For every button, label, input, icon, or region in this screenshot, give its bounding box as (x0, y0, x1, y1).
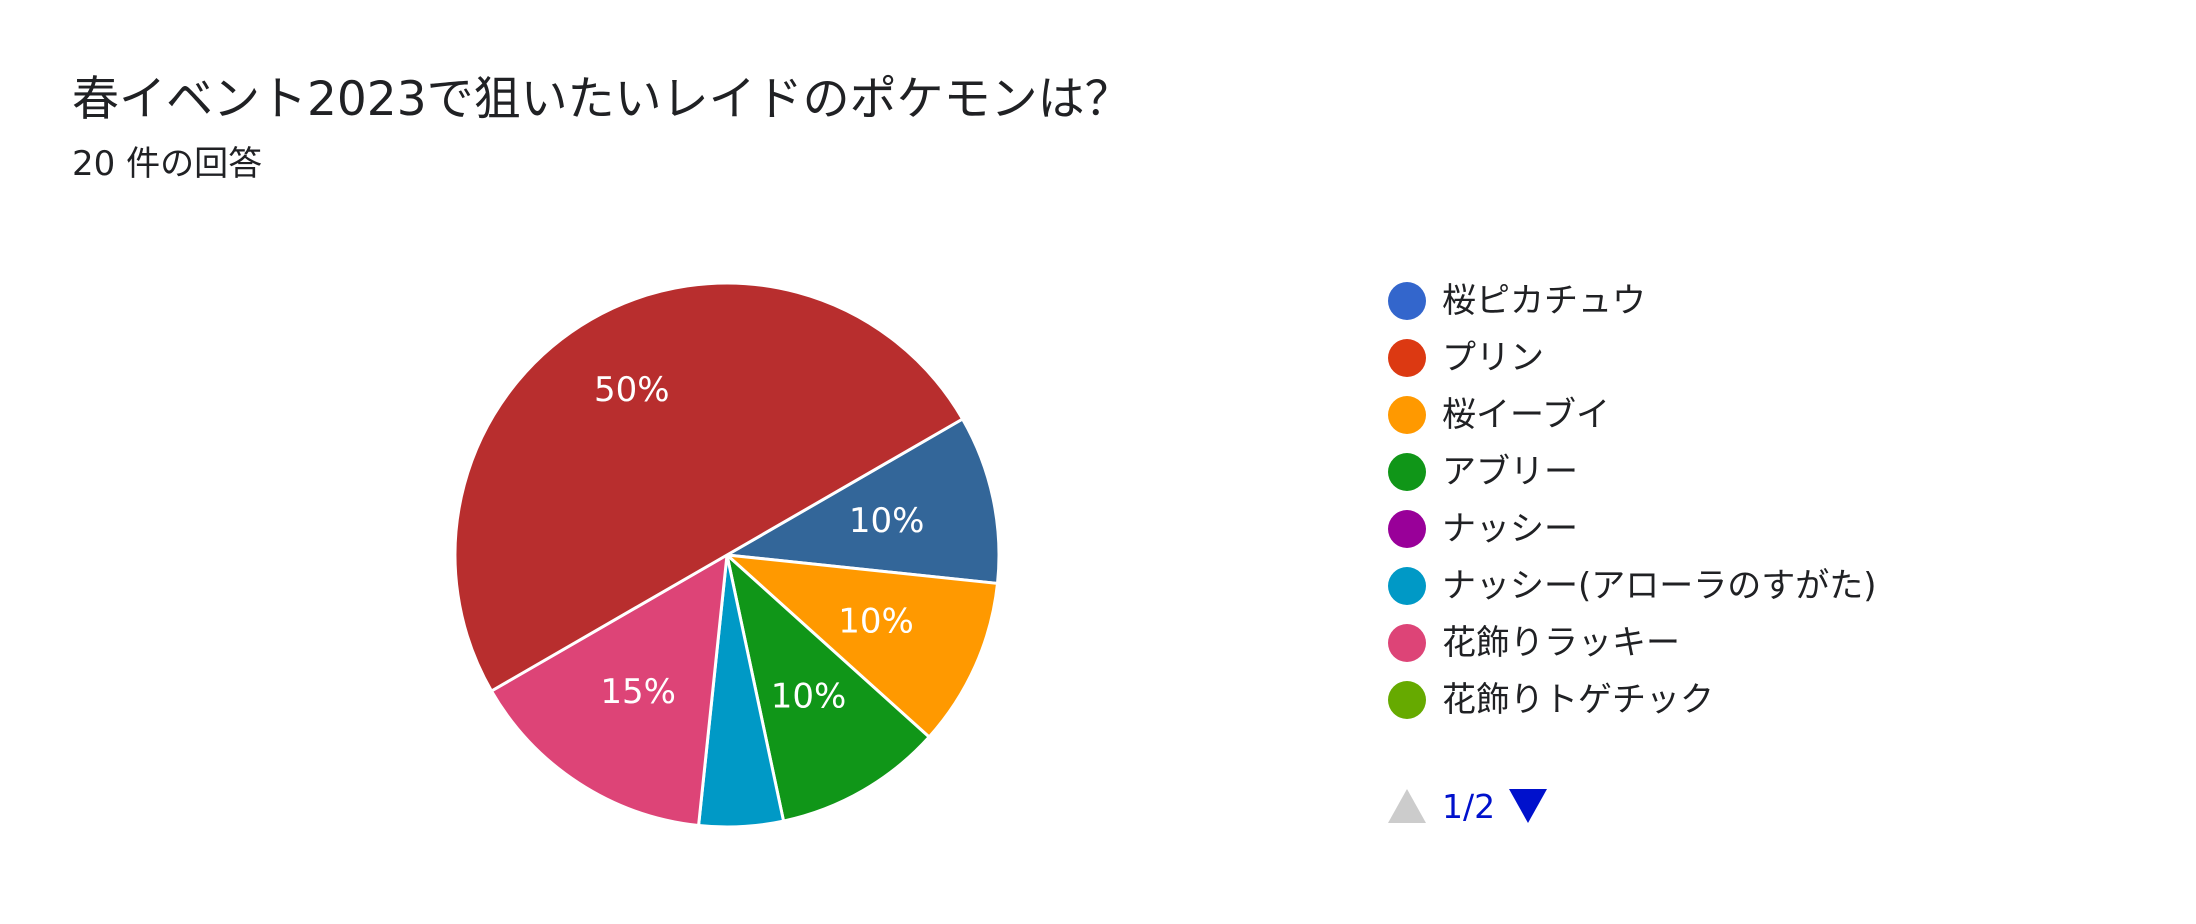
legend-item-4: ナッシー (1388, 500, 1877, 557)
legend-swatch-icon (1388, 281, 1426, 320)
pie-slice-label-1: 10% (838, 601, 914, 641)
pie-slice-label-4: 15% (600, 672, 676, 712)
legend-swatch-icon (1388, 509, 1426, 548)
page-indicator: 1/2 (1442, 786, 1496, 826)
legend-label: ナッシー(アローラのすがた) (1442, 565, 1877, 606)
pie-slice-label-5: 50% (594, 370, 670, 410)
legend-label: 花飾りトゲチック (1442, 679, 1714, 720)
legend-item-7: 花飾りトゲチック (1388, 671, 1877, 728)
legend-label: ナッシー (1442, 508, 1578, 549)
pie-slice-0 (722, 416, 1001, 586)
triangle-up-icon[interactable] (1388, 789, 1426, 823)
legend-swatch-icon (1388, 680, 1426, 719)
triangle-down-icon[interactable] (1509, 789, 1548, 823)
chart-title: 春イベント2023で狙いたいレイドのポケモンは？ (72, 72, 1132, 127)
legend-swatch-icon (1388, 395, 1426, 434)
legend-label: アブリー (1442, 451, 1578, 492)
legend-item-0: 桜ピカチュウ (1388, 272, 1877, 329)
pie-slice-4 (489, 552, 729, 828)
response-count: 20 件の回答 (72, 144, 263, 184)
pie-slice-1 (722, 553, 1000, 740)
legend-swatch-icon (1388, 623, 1426, 662)
legend-label: 花飾りラッキー (1442, 622, 1680, 663)
pie-slice-label-2: 10% (771, 676, 847, 716)
pie-slice-5 (453, 281, 965, 694)
pie-slice-2 (724, 550, 932, 823)
pie-slice-label-0: 10% (849, 501, 925, 541)
legend-item-2: 桜イーブイ (1388, 386, 1877, 443)
legend-swatch-icon (1388, 338, 1426, 377)
legend-swatch-icon (1388, 452, 1426, 491)
legend-label: プリン (1442, 337, 1544, 378)
legend-swatch-icon (1388, 566, 1426, 605)
legend-item-6: 花飾りラッキー (1388, 614, 1877, 671)
legend-item-3: アブリー (1388, 443, 1877, 500)
legend-item-1: プリン (1388, 329, 1877, 386)
chart-legend: 桜ピカチュウ プリン桜イーブイアブリーナッシーナッシー(アローラのすがた) 花飾りラ… (1388, 272, 1877, 728)
legend-pagination: 1/2 (1388, 782, 1548, 830)
legend-label: 桜イーブイ (1442, 394, 1610, 435)
legend-item-5: ナッシー(アローラのすがた) (1388, 557, 1877, 614)
legend-label: 桜ピカチュウ (1442, 280, 1646, 321)
